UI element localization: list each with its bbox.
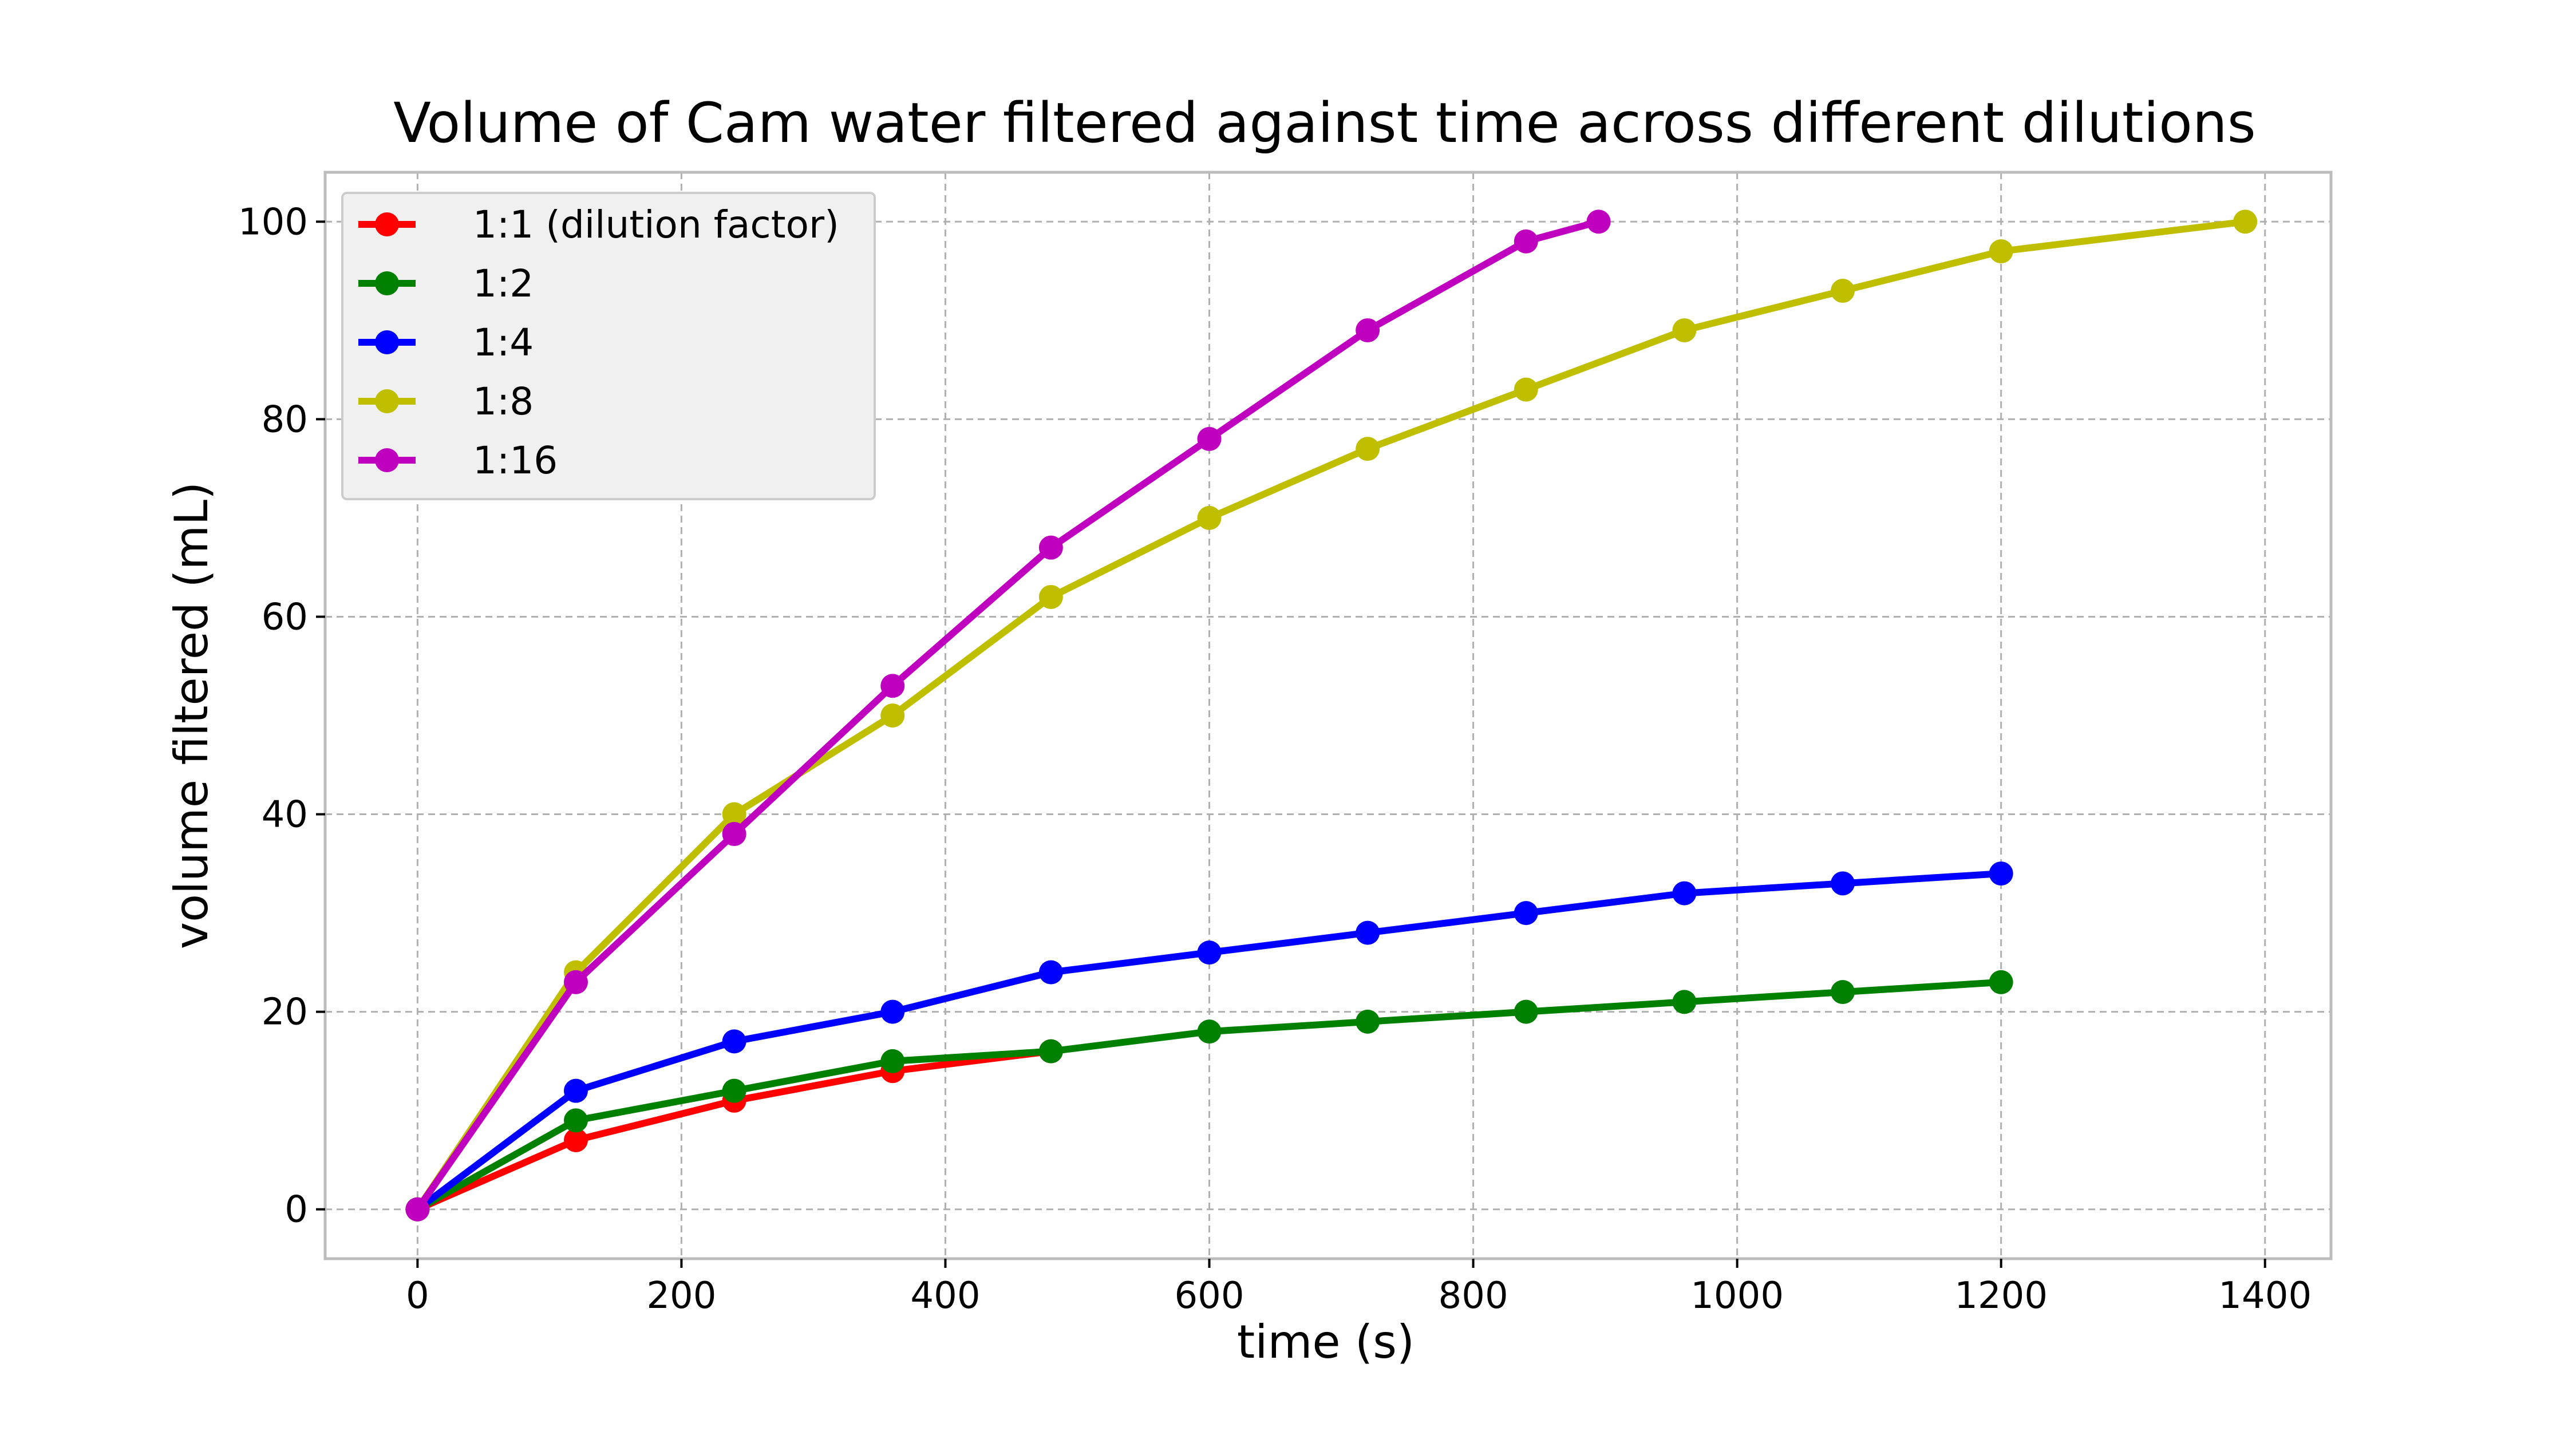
data-point bbox=[1038, 535, 1063, 560]
y-tick-label: 80 bbox=[262, 398, 308, 441]
legend-item: 1:8 bbox=[358, 380, 534, 424]
data-point bbox=[1514, 999, 1538, 1024]
series-5 bbox=[405, 209, 1611, 1222]
y-tick-label: 0 bbox=[285, 1189, 308, 1231]
data-point bbox=[1356, 1009, 1380, 1034]
data-point bbox=[880, 999, 905, 1024]
data-point bbox=[1831, 980, 1855, 1005]
x-tick-label: 800 bbox=[1439, 1275, 1508, 1317]
legend-item: 1:4 bbox=[358, 321, 534, 365]
data-point bbox=[722, 802, 746, 827]
data-point bbox=[1989, 861, 2013, 886]
legend-swatch-marker bbox=[375, 448, 399, 472]
data-point bbox=[564, 1128, 588, 1152]
legend-box bbox=[341, 192, 876, 500]
data-point bbox=[1989, 239, 2013, 264]
data-point bbox=[1514, 377, 1538, 402]
data-point bbox=[1356, 920, 1380, 945]
data-point bbox=[1514, 901, 1538, 926]
y-tick-label: 20 bbox=[262, 991, 308, 1034]
legend-swatch-marker bbox=[375, 271, 399, 295]
data-point bbox=[722, 1029, 746, 1054]
x-tick-label: 1200 bbox=[1954, 1275, 2048, 1317]
data-point bbox=[880, 1049, 905, 1073]
data-point bbox=[1038, 584, 1063, 609]
x-tick-label: 400 bbox=[910, 1275, 980, 1317]
chart-title: Volume of Cam water filtered against tim… bbox=[393, 91, 2255, 155]
series-line bbox=[414, 218, 2249, 1213]
x-tick-label: 600 bbox=[1174, 1275, 1244, 1317]
x-tick-label: 1000 bbox=[1690, 1275, 1784, 1317]
legend-label: 1:16 bbox=[473, 438, 558, 483]
data-point bbox=[1514, 229, 1538, 254]
data-point bbox=[880, 674, 905, 698]
data-point bbox=[1356, 318, 1380, 343]
data-point bbox=[2233, 209, 2258, 234]
plot-frame bbox=[323, 171, 2333, 1260]
data-point bbox=[1356, 437, 1380, 461]
series-group bbox=[405, 209, 2258, 1222]
data-point bbox=[1831, 279, 1855, 303]
data-point bbox=[1672, 881, 1697, 906]
series-2 bbox=[405, 970, 2013, 1222]
y-axis-label: volume filtered (mL) bbox=[165, 482, 218, 949]
legend-swatch-marker bbox=[375, 389, 399, 413]
data-point bbox=[1672, 990, 1697, 1014]
data-point bbox=[722, 822, 746, 847]
data-point bbox=[1989, 970, 2013, 994]
x-tick-label: 1400 bbox=[2218, 1275, 2312, 1317]
legend-label: 1:8 bbox=[473, 380, 534, 424]
legend-swatch-marker bbox=[375, 212, 399, 236]
data-point bbox=[1197, 505, 1222, 530]
legend-label: 1:1 (dilution factor) bbox=[473, 203, 839, 247]
data-point bbox=[1197, 1019, 1222, 1044]
data-point bbox=[564, 1108, 588, 1133]
x-tick-label: 0 bbox=[406, 1275, 429, 1317]
legend-label: 1:2 bbox=[473, 262, 534, 306]
y-tick-label: 60 bbox=[262, 596, 308, 638]
axis-ticks: 0 200 400 600 800 1000 1200 1400 0 20 40 60 80 100 bbox=[238, 201, 2312, 1317]
x-tick-label: 200 bbox=[646, 1275, 716, 1317]
data-point bbox=[1672, 318, 1697, 343]
data-point bbox=[564, 1078, 588, 1103]
data-point bbox=[405, 1197, 430, 1222]
y-tick-label: 100 bbox=[238, 201, 308, 243]
legend-item: 1:2 bbox=[358, 262, 534, 306]
data-point bbox=[880, 703, 905, 728]
legend-item: 1:16 bbox=[358, 438, 558, 483]
data-point bbox=[1038, 1039, 1063, 1064]
data-point bbox=[722, 1078, 746, 1103]
legend: 1:1 (dilution factor) 1:2 1:4 1:8 1:16 bbox=[341, 192, 876, 500]
data-point bbox=[1197, 426, 1222, 451]
y-tick-label: 40 bbox=[262, 794, 308, 836]
data-point bbox=[1831, 871, 1855, 896]
legend-label: 1:4 bbox=[473, 321, 534, 365]
data-point bbox=[564, 970, 588, 994]
legend-swatch-marker bbox=[375, 330, 399, 354]
x-axis-label: time (s) bbox=[1237, 1315, 1415, 1369]
data-point bbox=[1586, 209, 1611, 234]
legend-item: 1:1 (dilution factor) bbox=[358, 203, 839, 247]
data-point bbox=[1038, 960, 1063, 985]
data-point bbox=[1197, 940, 1222, 965]
